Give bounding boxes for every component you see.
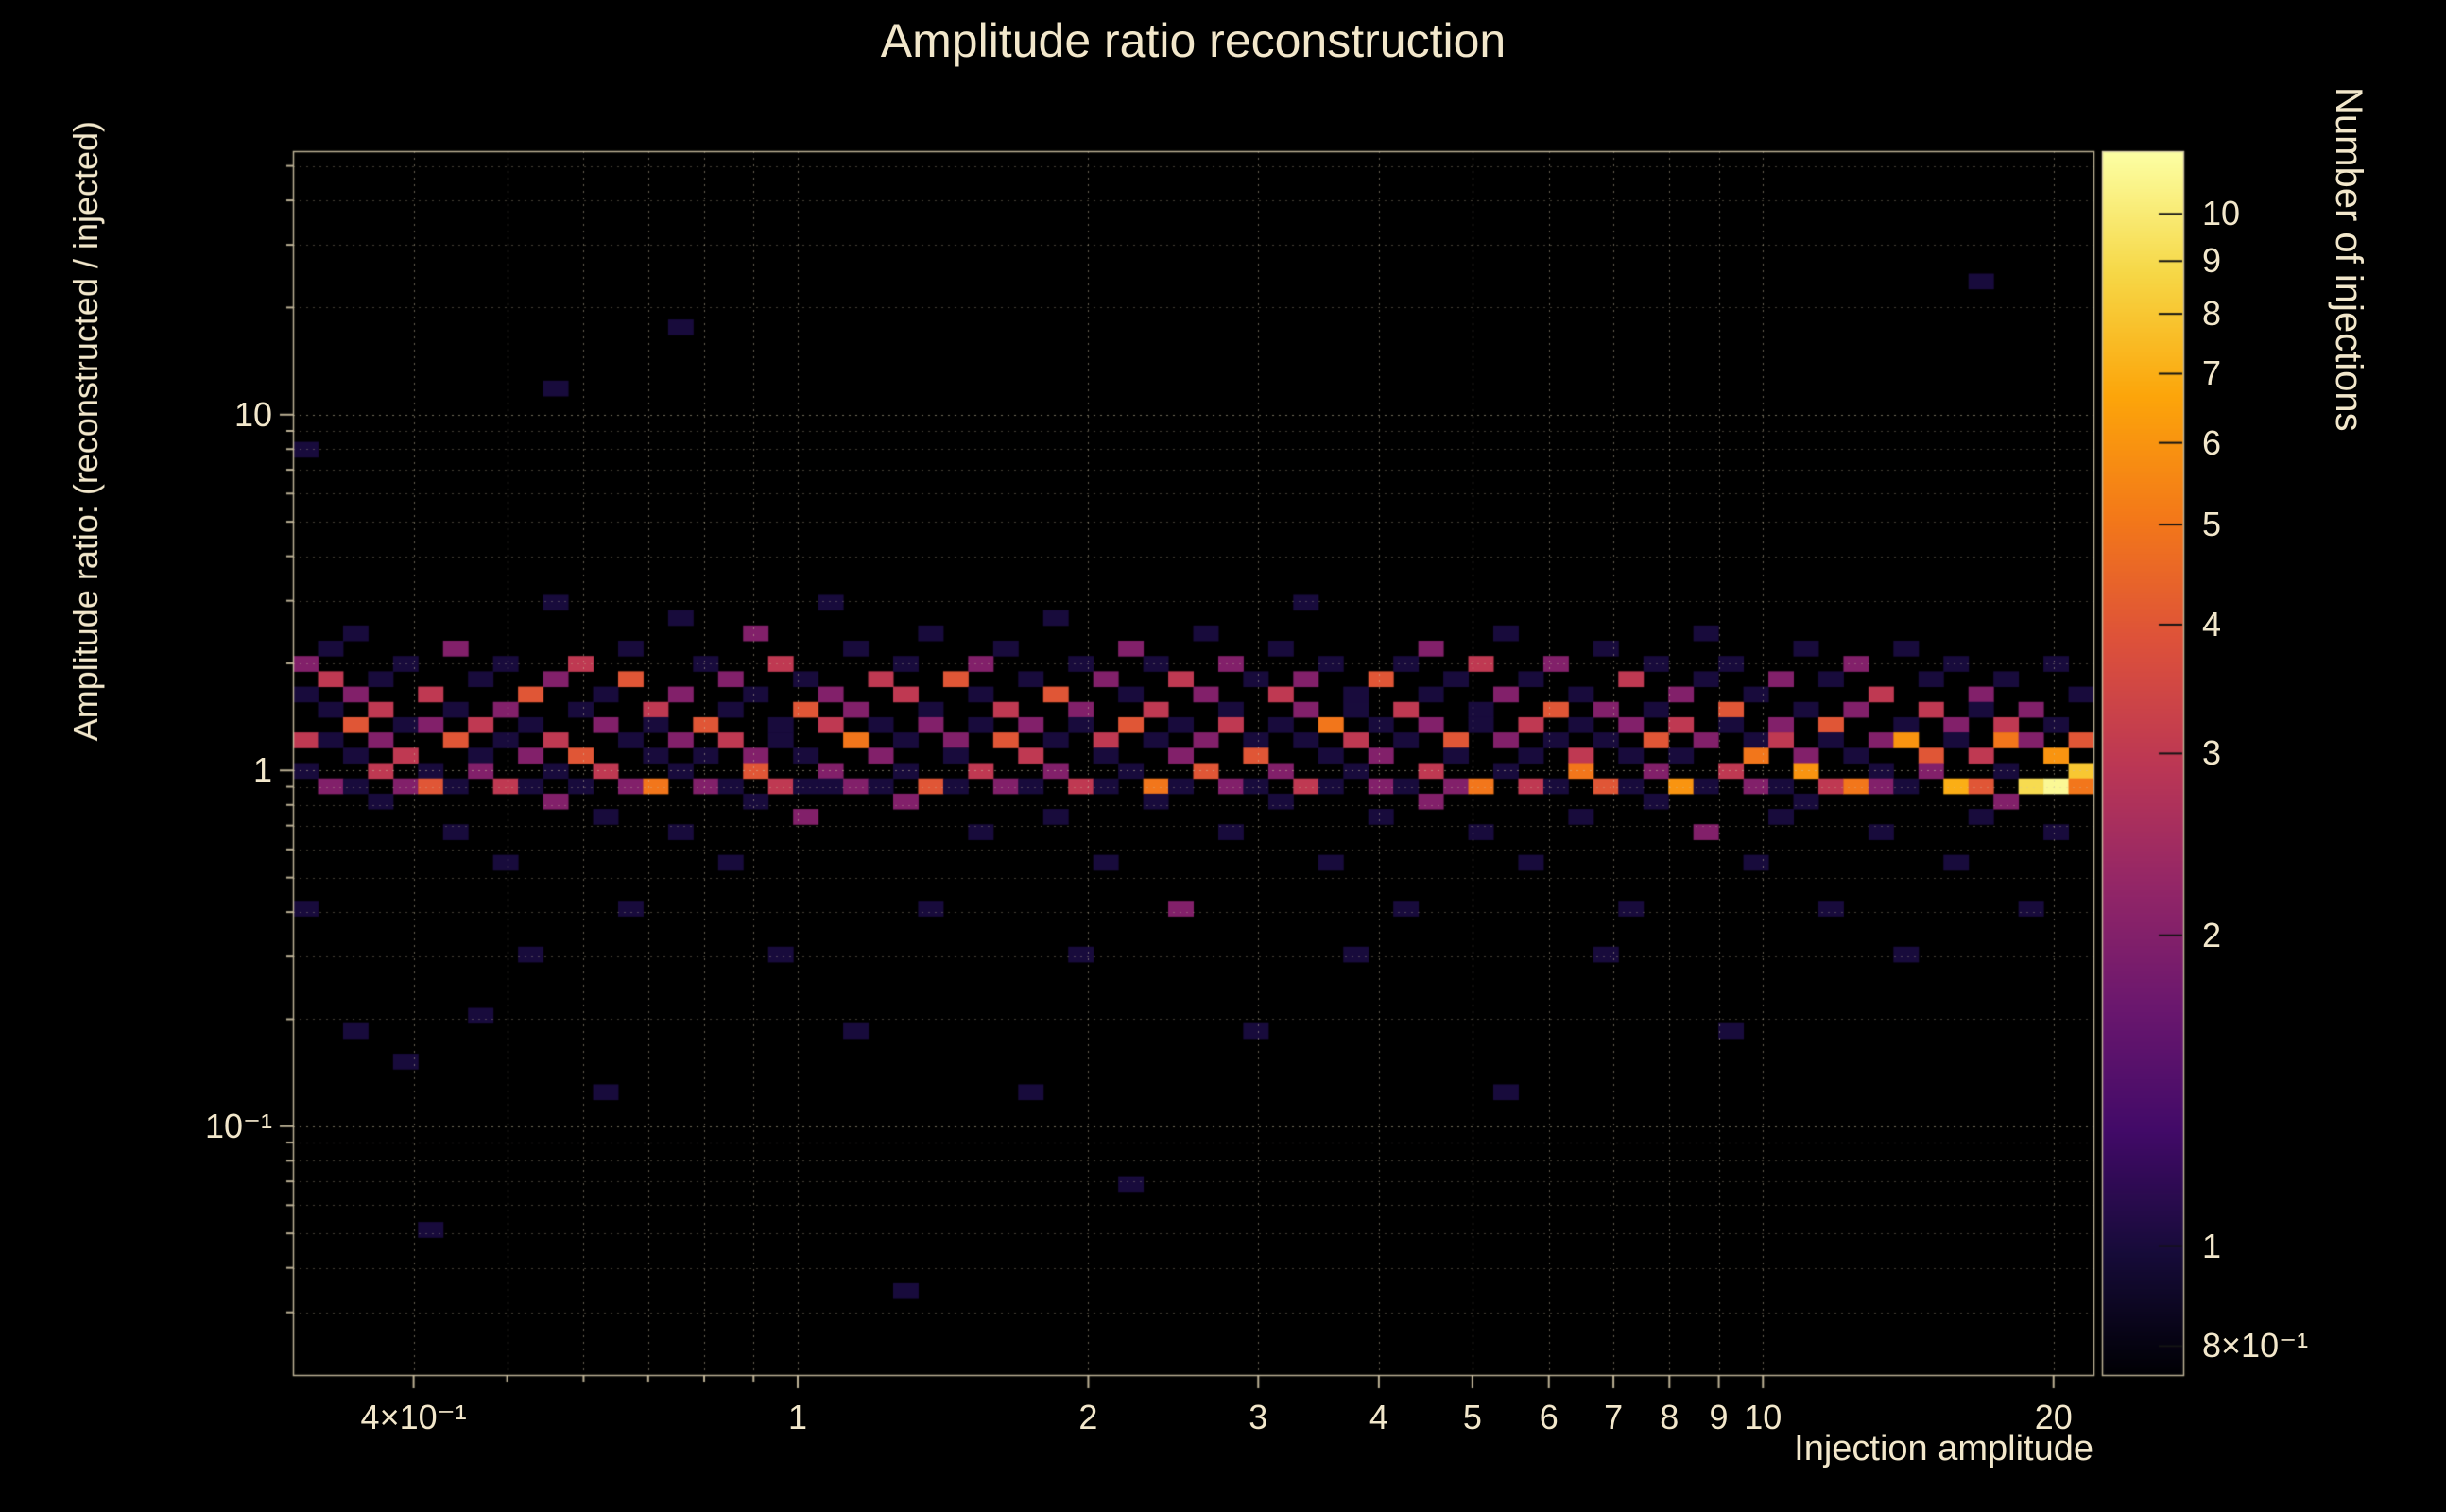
x-tick-label-8: 8 [1660, 1398, 1679, 1436]
x-tick-label-4: 4 [1369, 1398, 1388, 1436]
x-tick-label-10: 10 [1744, 1398, 1783, 1436]
colorbar-tick-label-8: 8 [2202, 294, 2222, 334]
x-tick-label-6: 6 [1539, 1398, 1559, 1436]
y-tick-label-10: 10 [233, 394, 272, 434]
y-tick-label-1: 1 [252, 750, 272, 790]
x-tick-label-1: 1 [787, 1398, 808, 1436]
colorbar-tick-label-6: 6 [2202, 422, 2222, 462]
colorbar-tick-label-10: 10 [2202, 194, 2241, 233]
colorbar-label: Number of injections [2328, 87, 2369, 432]
x-tick-label-3: 3 [1249, 1398, 1268, 1436]
y-axis-label: Amplitude ratio: (reconstructed / inject… [66, 121, 105, 742]
x-tick-label-2: 2 [1078, 1398, 1098, 1436]
colorbar-tick-label-1: 1 [2202, 1226, 2222, 1265]
colorbar-tick-label-3: 3 [2202, 733, 2222, 773]
x-tick-label-9: 9 [1709, 1398, 1729, 1436]
colorbar-tick-label-7: 7 [2202, 353, 2222, 393]
x-tick-label-0.4: 4×10⁻¹ [360, 1398, 467, 1436]
colorbar-tick-label-5: 5 [2202, 505, 2222, 544]
y-tick-label-0.1: 10⁻¹ [204, 1106, 272, 1145]
colorbar-tick-label-4: 4 [2202, 604, 2222, 644]
chart-title: Amplitude ratio reconstruction [880, 14, 1507, 67]
colorbar-tick-label-9: 9 [2202, 241, 2222, 281]
x-tick-label-7: 7 [1604, 1398, 1624, 1436]
x-tick-label-5: 5 [1462, 1398, 1482, 1436]
x-axis-label: Injection amplitude [1794, 1429, 2093, 1469]
colorbar-tick-label-0.8: 8×10⁻¹ [2202, 1326, 2309, 1366]
x-tick-label-20: 20 [2034, 1398, 2073, 1436]
colorbar-tick-label-2: 2 [2202, 915, 2222, 954]
